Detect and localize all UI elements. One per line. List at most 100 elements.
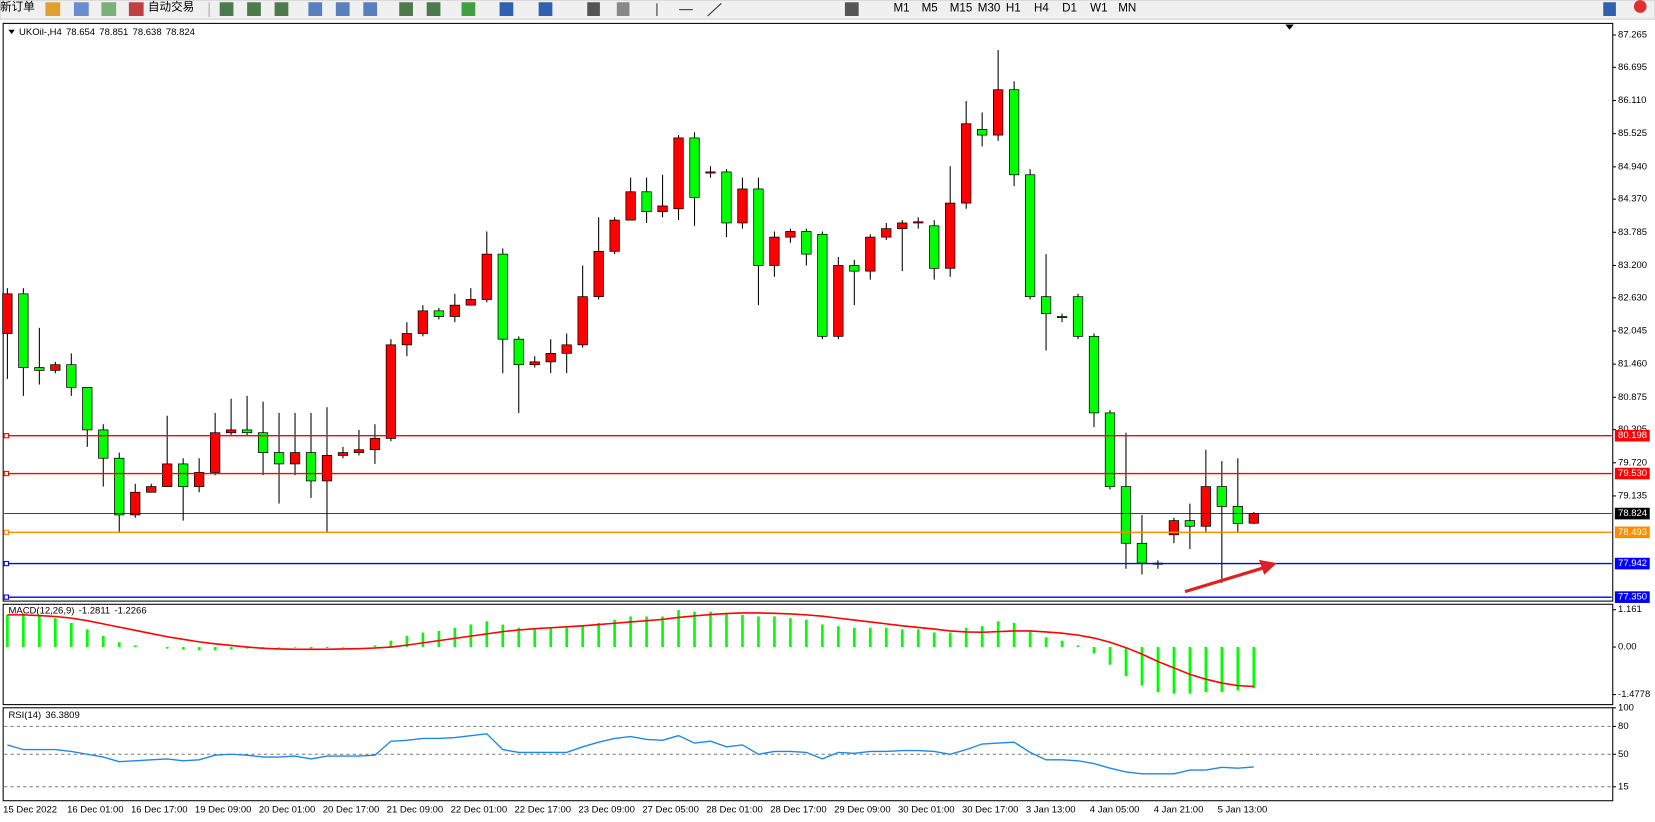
icon[interactable] (247, 2, 261, 16)
candle-body (257, 432, 269, 453)
candle-body (289, 452, 301, 465)
y-tick-label: 86.110 (1618, 95, 1646, 106)
icon[interactable] (101, 2, 117, 16)
icon[interactable] (1603, 2, 1616, 16)
macd-panel (2, 603, 1614, 706)
candle-body (98, 429, 109, 459)
timeframe-button[interactable]: W1 (1090, 2, 1107, 15)
timeframe-button[interactable]: M15 (950, 2, 973, 15)
y-tick-label: 50 (1618, 749, 1629, 760)
level-label: 77.350 (1618, 592, 1647, 603)
y-tick-label: 79.720 (1618, 457, 1647, 468)
annotation-arrowhead (1258, 559, 1277, 575)
candle-body (881, 228, 892, 238)
x-tick-label: 29 Dec 09:00 (834, 805, 891, 816)
rsi-name: RSI(14) (8, 710, 41, 721)
y-tick-label: 80.875 (1618, 392, 1647, 403)
timeframe-button[interactable]: M5 (922, 2, 938, 15)
candle-body (385, 344, 397, 439)
candle-body (130, 491, 141, 516)
icon[interactable] (616, 2, 630, 16)
y-tick-label: 82.045 (1618, 325, 1647, 336)
header-arrow (8, 29, 15, 34)
candle-body (993, 89, 1004, 136)
x-tick-label: 3 Jan 13:00 (1026, 805, 1076, 816)
candle-body (353, 449, 365, 453)
icon[interactable] (128, 2, 144, 16)
icon[interactable] (587, 2, 600, 16)
icon[interactable] (538, 2, 553, 16)
candle-body (625, 191, 636, 221)
timeframe-button[interactable]: MN (1118, 2, 1136, 15)
new-order-button[interactable]: 新订单 (0, 0, 35, 14)
level-handle[interactable] (3, 470, 9, 477)
icon[interactable] (426, 2, 441, 16)
icon[interactable] (461, 2, 476, 16)
candle-body (1072, 296, 1084, 337)
y-tick-label: 0.00 (1618, 642, 1637, 653)
timeframe-button[interactable]: H1 (1006, 2, 1021, 15)
icon[interactable] (335, 2, 350, 16)
icon[interactable] (308, 2, 323, 16)
x-tick-label: 21 Dec 09:00 (387, 805, 444, 816)
x-tick-label: 30 Dec 01:00 (898, 805, 955, 816)
candle-body (785, 231, 796, 238)
candle-body (1008, 89, 1020, 176)
y-tick-label: 1.161 (1618, 604, 1642, 615)
icon[interactable] (363, 2, 378, 16)
timeframe-button[interactable]: M1 (894, 2, 910, 15)
y-tick-label: 84.940 (1618, 161, 1647, 172)
candle-body (801, 231, 812, 255)
candle-body (945, 202, 956, 269)
icon[interactable] (45, 2, 61, 16)
timeframe-button[interactable]: M30 (978, 2, 1001, 15)
icon[interactable] (499, 2, 514, 16)
auto-trading-button[interactable]: 自动交易 (148, 0, 194, 14)
icon[interactable] (219, 2, 234, 16)
symbol: UKOil-,H4 (19, 26, 62, 37)
candle-body (833, 265, 844, 337)
candle-body (449, 304, 460, 317)
x-tick-label: 23 Dec 09:00 (578, 805, 635, 816)
shift-marker (1285, 24, 1294, 30)
y-tick-label: 15 (1618, 781, 1629, 792)
level-handle[interactable] (3, 433, 9, 439)
icon[interactable] (707, 2, 722, 17)
macd-signal-value: -1.2266 (114, 605, 146, 616)
candle-body (241, 429, 253, 434)
icon[interactable] (73, 2, 89, 16)
candle-body (529, 361, 540, 366)
candle-body (545, 352, 556, 363)
timeframe-button[interactable]: H4 (1034, 2, 1049, 15)
candle-body (1232, 506, 1243, 524)
candle-body (417, 310, 428, 334)
candle-body (1040, 296, 1052, 315)
icon[interactable] (399, 2, 413, 16)
candle-body (721, 171, 732, 224)
level-handle[interactable] (3, 529, 9, 535)
plot: 87.265 86.695 86.110 85.525 84.940 84.370 83.7… (2, 30, 1650, 816)
y-tick-label: 85.525 (1618, 128, 1647, 139)
candle-body (673, 137, 684, 210)
timeframe-button[interactable]: D1 (1062, 2, 1077, 15)
candle-body (146, 486, 157, 493)
annotation-arrow (1184, 565, 1266, 594)
icon[interactable] (274, 2, 289, 16)
alert-icon[interactable] (1633, 0, 1647, 13)
x-tick-label: 5 Jan 13:00 (1218, 805, 1268, 816)
level-handle[interactable] (3, 594, 9, 600)
macd-header: MACD(12,26,9) -1.2811 -1.2266 (8, 605, 146, 616)
candle-body (82, 386, 93, 431)
level-handle[interactable] (3, 560, 9, 567)
candle-body (1136, 542, 1148, 564)
candle-body (1056, 316, 1068, 319)
icon[interactable] (844, 2, 859, 16)
level-label: 80.198 (1618, 430, 1647, 441)
candle-body (769, 236, 780, 266)
candle-body (1200, 486, 1211, 527)
x-tick-label: 22 Dec 17:00 (515, 805, 572, 816)
candle-body (369, 438, 381, 451)
x-tick-label: 27 Dec 05:00 (642, 805, 699, 816)
candle-body (1104, 412, 1116, 487)
x-tick-label: 20 Dec 01:00 (259, 805, 316, 816)
